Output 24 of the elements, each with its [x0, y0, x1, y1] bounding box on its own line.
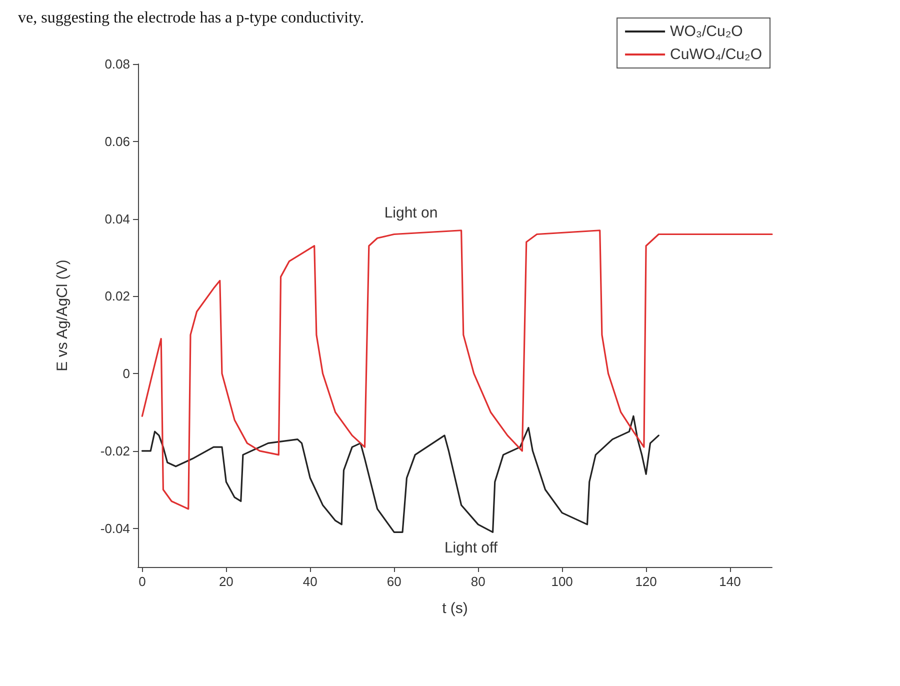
- y-tick-label: 0.06: [104, 134, 130, 149]
- x-tick-label: 0: [138, 574, 146, 589]
- annotation: Light off: [444, 540, 498, 556]
- x-tick-label: 140: [719, 574, 741, 589]
- x-tick-label: 80: [470, 574, 486, 589]
- x-tick-label: 100: [551, 574, 573, 589]
- x-tick-label: 20: [218, 574, 234, 589]
- x-axis-title: t (s): [442, 600, 468, 617]
- annotation: Light on: [384, 204, 438, 222]
- x-tick-label: 60: [386, 574, 402, 589]
- x-tick-label: 120: [635, 574, 657, 589]
- y-tick-label: -0.04: [100, 520, 130, 536]
- line-series: [141, 415, 660, 533]
- y-tick-label: 0: [122, 366, 130, 382]
- line-series: [141, 230, 773, 510]
- y-tick-label: 0.08: [104, 56, 130, 72]
- y-axis-title: E vs Ag/AgCl (V): [54, 260, 71, 372]
- y-tick-label: -0.02: [100, 443, 130, 458]
- y-tick-label: 0.04: [104, 211, 130, 226]
- legend-label: CuWO₄/Cu₂O: [670, 46, 762, 63]
- x-tick-label: 40: [302, 574, 318, 589]
- legend-label: WO₃/Cu₂O: [670, 23, 743, 40]
- y-tick-label: 0.02: [104, 288, 130, 304]
- text: ve, suggesting the electrode has a p-type conductivity.: [18, 10, 364, 26]
